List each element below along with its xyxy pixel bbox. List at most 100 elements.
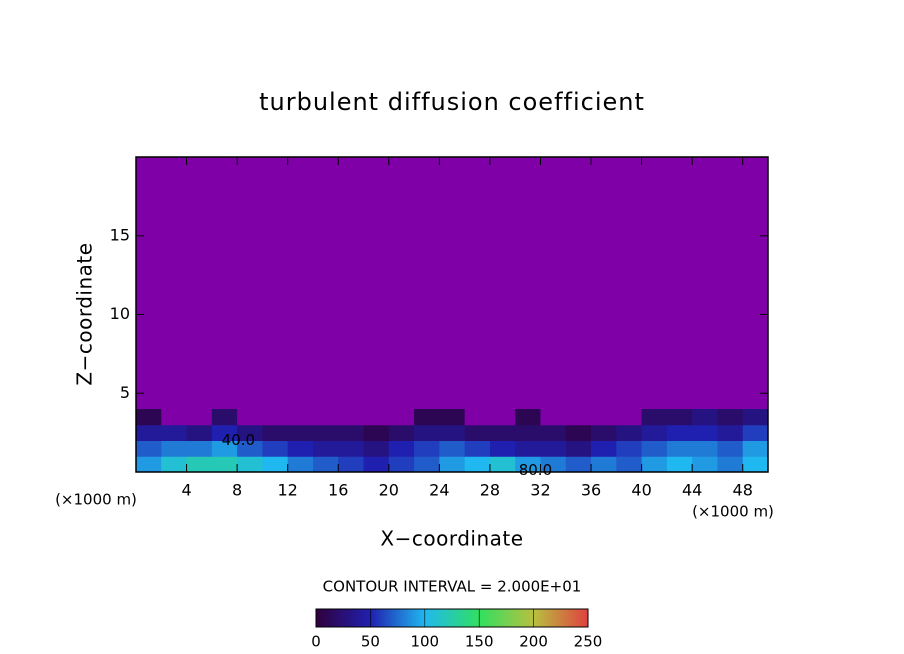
x-tick-label: 28 — [480, 481, 500, 500]
field-cell — [692, 424, 718, 441]
field-cell — [414, 456, 440, 473]
field-cell — [616, 440, 643, 457]
field-cell — [464, 424, 491, 441]
colorbar-tick-label: 150 — [465, 633, 494, 651]
field-cell — [540, 424, 567, 441]
field-cell — [414, 409, 440, 426]
field-cell — [186, 456, 213, 473]
contour-label: 40.0 — [222, 431, 255, 449]
field-cell — [363, 440, 390, 457]
x-unit-label: (×1000 m) — [55, 491, 137, 509]
field-cell — [237, 440, 263, 457]
colorbar-tick-label: 250 — [574, 633, 603, 651]
field-cell — [717, 409, 744, 426]
chart-title: turbulent diffusion coefficient — [259, 88, 645, 116]
field-cell — [641, 409, 668, 426]
x-tick-label: 20 — [379, 481, 399, 500]
x-tick-label: 36 — [581, 481, 601, 500]
field-cell — [666, 424, 693, 441]
field-cell — [414, 440, 440, 457]
field-cell — [312, 424, 339, 441]
field-cell — [136, 424, 162, 441]
field-cell — [287, 424, 314, 441]
x-tick-label: 8 — [232, 481, 242, 500]
field-cell — [388, 409, 415, 426]
field-cell — [742, 456, 769, 473]
colorbar — [315, 608, 589, 628]
field-cell — [489, 424, 516, 441]
field-cell — [515, 424, 541, 441]
field-cell — [464, 456, 491, 473]
field-cell — [287, 440, 314, 457]
field-cell — [439, 440, 466, 457]
field-cell — [136, 440, 162, 457]
field-cell — [692, 409, 718, 426]
x-tick-label: 48 — [733, 481, 753, 500]
field-cell — [211, 440, 238, 457]
field-cell — [161, 424, 188, 441]
field-cell — [287, 456, 314, 473]
field-cell — [262, 424, 289, 441]
field-cell — [211, 409, 238, 426]
field-cell — [136, 409, 162, 426]
field-cell — [565, 456, 592, 473]
field-cell — [388, 440, 415, 457]
field-cell — [515, 440, 541, 457]
colorbar-tick-label: 100 — [410, 633, 439, 651]
colorbar-tick-label: 50 — [361, 633, 380, 651]
field-cell — [287, 409, 314, 426]
field-cell — [414, 424, 440, 441]
field-cell — [363, 409, 390, 426]
field-cell — [312, 440, 339, 457]
y-tick-label: 10 — [110, 304, 130, 323]
field-cell — [692, 456, 718, 473]
colorbar-tick-label: 0 — [311, 633, 321, 651]
x-axis-label: X−coordinate — [380, 527, 523, 551]
field-cell — [464, 440, 491, 457]
field-cell — [262, 456, 289, 473]
field-cell — [742, 409, 769, 426]
field-cell — [211, 456, 238, 473]
field-cell — [591, 456, 617, 473]
contour-interval: CONTOUR INTERVAL = 2.000E+01 — [323, 578, 582, 596]
field-cell — [464, 409, 491, 426]
field-cell — [136, 456, 162, 473]
x-tick-label: 12 — [278, 481, 298, 500]
field-cell — [717, 440, 744, 457]
field-cell — [312, 456, 339, 473]
field-cell — [489, 456, 516, 473]
field-cell — [338, 440, 365, 457]
field-cell — [237, 456, 263, 473]
field-cell — [540, 456, 567, 473]
field-cell — [616, 424, 643, 441]
field-cell — [515, 409, 541, 426]
field-cell — [186, 409, 213, 426]
field-cell — [641, 440, 668, 457]
field-cell — [262, 440, 289, 457]
field-cell — [616, 409, 643, 426]
field-cell — [641, 424, 668, 441]
field-cell — [388, 424, 415, 441]
field-cell — [186, 440, 213, 457]
y-tick-label: 15 — [110, 225, 130, 244]
y-tick-label: 5 — [120, 383, 130, 402]
field-cell — [540, 409, 567, 426]
field-cell — [591, 409, 617, 426]
x-tick-label: 32 — [530, 481, 550, 500]
field-cell — [211, 424, 238, 441]
field-cell — [439, 456, 466, 473]
field-cell — [186, 424, 213, 441]
field-cell — [262, 409, 289, 426]
y-axis-label: Z−coordinate — [73, 242, 97, 385]
field-cell — [540, 440, 567, 457]
field-cell — [692, 440, 718, 457]
field-cell — [338, 456, 365, 473]
field-cell — [439, 424, 466, 441]
field-cell — [591, 440, 617, 457]
field-cell — [312, 409, 339, 426]
field-cell — [666, 456, 693, 473]
field-cell — [388, 456, 415, 473]
field-cell — [363, 424, 390, 441]
x-tick-label: 40 — [631, 481, 651, 500]
